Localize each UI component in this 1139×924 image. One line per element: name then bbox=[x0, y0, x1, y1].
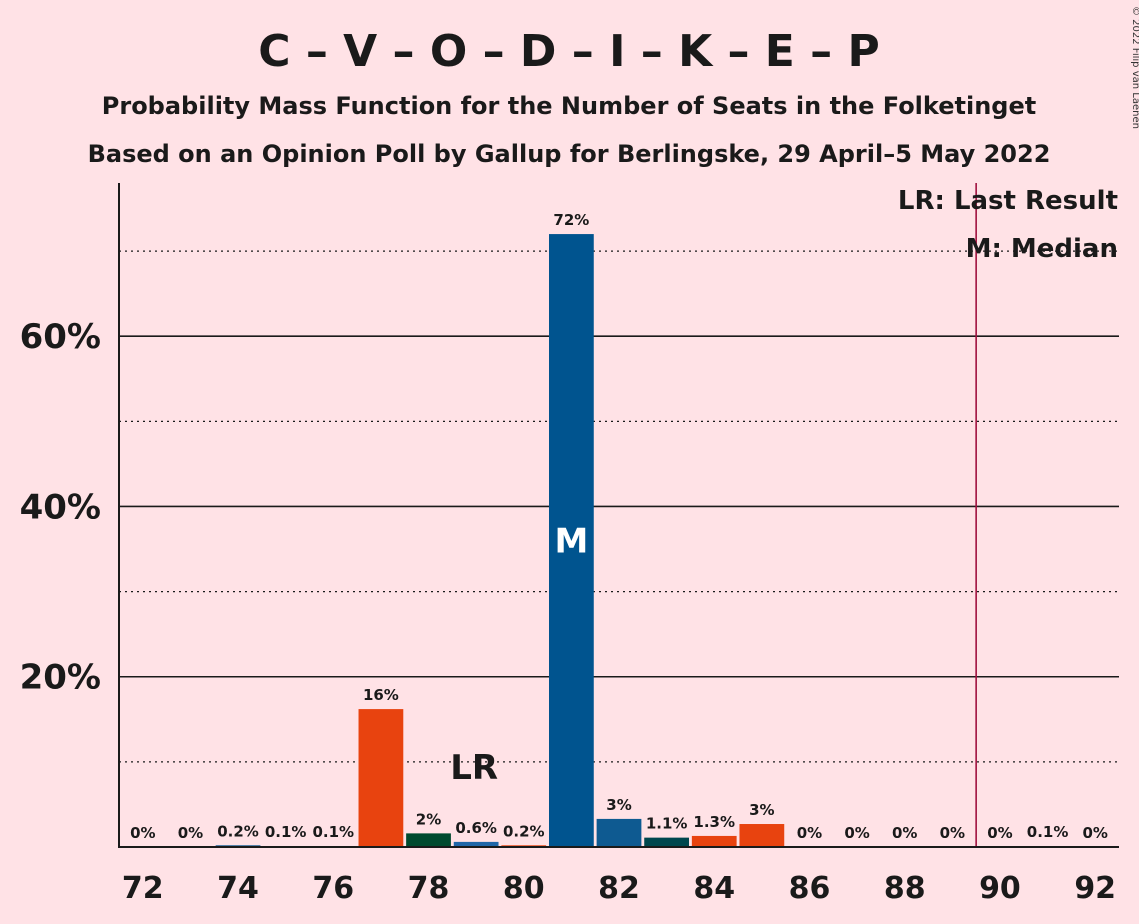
x-tick-label: 84 bbox=[693, 871, 735, 906]
data-label-seats-75: 0.1% bbox=[265, 823, 307, 841]
median-marker: M bbox=[554, 522, 588, 562]
data-label-seats-88: 0% bbox=[892, 824, 917, 842]
data-label-seats-84: 1.3% bbox=[693, 813, 735, 831]
x-tick-label: 88 bbox=[884, 871, 926, 906]
data-label-seats-82: 3% bbox=[606, 796, 631, 814]
last-result-marker: LR bbox=[450, 748, 498, 788]
x-tick-label: 74 bbox=[217, 871, 259, 906]
legend-last-result: LR: Last Result bbox=[898, 186, 1118, 216]
y-tick-label: 40% bbox=[20, 487, 101, 527]
data-label-seats-89: 0% bbox=[940, 824, 965, 842]
y-tick-label: 20% bbox=[20, 658, 101, 698]
x-tick-label: 90 bbox=[979, 871, 1021, 906]
data-label-seats-90: 0% bbox=[987, 824, 1012, 842]
data-label-seats-77: 16% bbox=[363, 686, 399, 704]
data-label-seats-91: 0.1% bbox=[1027, 823, 1069, 841]
data-label-seats-86: 0% bbox=[797, 824, 822, 842]
bars-layer bbox=[215, 234, 1070, 848]
x-tick-label: 72 bbox=[122, 871, 164, 906]
data-label-seats-74: 0.2% bbox=[217, 822, 259, 840]
data-label-seats-73: 0% bbox=[178, 824, 203, 842]
bar-seats-79 bbox=[453, 841, 499, 847]
data-label-seats-79: 0.6% bbox=[455, 819, 497, 837]
bar-seats-84 bbox=[691, 835, 737, 847]
chart-subtitle-1: Probability Mass Function for the Number… bbox=[102, 92, 1036, 120]
x-tick-label: 78 bbox=[408, 871, 450, 906]
copyright-text: © 2022 Filip van Laenen bbox=[1130, 6, 1139, 129]
x-axis-ticks: 72 74 76 78 80 82 84 86 88 90 92 bbox=[122, 871, 1116, 906]
legend-median: M: Median bbox=[966, 234, 1118, 264]
bar-seats-82 bbox=[596, 818, 642, 847]
bar-seats-81 bbox=[549, 234, 594, 848]
x-tick-label: 86 bbox=[789, 871, 831, 906]
grid-lines bbox=[119, 250, 1119, 763]
data-label-seats-85: 3% bbox=[749, 801, 774, 819]
x-tick-label: 80 bbox=[503, 871, 545, 906]
bar-seats-85 bbox=[739, 824, 785, 847]
bar-seats-83 bbox=[644, 837, 689, 847]
y-axis-ticks: 20% 40% 60% bbox=[20, 317, 101, 698]
data-label-seats-81: 72% bbox=[553, 211, 589, 229]
data-label-seats-78: 2% bbox=[416, 810, 441, 828]
bar-seats-77 bbox=[358, 709, 404, 847]
data-label-seats-76: 0.1% bbox=[312, 823, 354, 841]
chart-subtitle-2: Based on an Opinion Poll by Gallup for B… bbox=[88, 140, 1051, 168]
data-label-seats-72: 0% bbox=[130, 824, 155, 842]
data-labels-layer: 0% 0% 0.2% 0.1% 0.1% 16% 2% 0.6% 0.2% 72% 3% 1.1% 1.… bbox=[130, 183, 1108, 847]
chart-title: C – V – O – D – I – K – E – P bbox=[258, 26, 880, 77]
y-tick-label: 60% bbox=[20, 317, 101, 357]
data-label-seats-80: 0.2% bbox=[503, 822, 545, 840]
bar-seats-78 bbox=[406, 833, 451, 847]
x-tick-label: 76 bbox=[312, 871, 354, 906]
x-tick-label: 82 bbox=[598, 871, 640, 906]
data-label-seats-87: 0% bbox=[844, 824, 869, 842]
data-label-seats-83: 1.1% bbox=[646, 815, 688, 833]
data-label-seats-92: 0% bbox=[1082, 824, 1107, 842]
x-tick-label: 92 bbox=[1074, 871, 1116, 906]
